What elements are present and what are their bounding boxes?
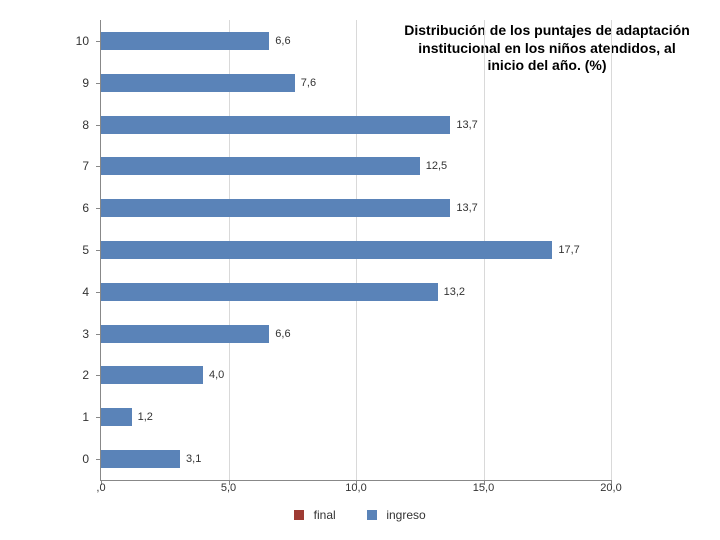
bar-value-label: 13,7 [450, 202, 477, 214]
x-tick-label: 20,0 [600, 482, 621, 494]
y-tick-label: 1 [82, 410, 101, 424]
bar-value-label: 13,2 [438, 286, 465, 298]
legend: final ingreso [0, 507, 720, 522]
bar-value-label: 3,1 [180, 453, 201, 465]
legend-label-final: final [314, 508, 336, 522]
bar-value-label: 6,6 [269, 328, 290, 340]
y-tick-label: 6 [82, 201, 101, 215]
bar-ingreso [101, 199, 450, 217]
bar-ingreso [101, 450, 180, 468]
bar-ingreso [101, 241, 552, 259]
y-tick-label: 4 [82, 285, 101, 299]
legend-swatch-ingreso [367, 510, 377, 520]
bar-ingreso [101, 408, 132, 426]
bar-ingreso [101, 325, 269, 343]
bar-value-label: 6,6 [269, 35, 290, 47]
bar-value-label: 4,0 [203, 369, 224, 381]
plot-area: ,05,010,015,020,003,111,224,036,6413,251… [100, 20, 611, 481]
y-tick-label: 10 [76, 34, 101, 48]
bar-ingreso [101, 116, 450, 134]
gridline [611, 20, 612, 480]
bar-ingreso [101, 32, 269, 50]
y-tick-label: 9 [82, 76, 101, 90]
bar-value-label: 7,6 [295, 77, 316, 89]
bar-value-label: 17,7 [552, 244, 579, 256]
y-tick-label: 0 [82, 452, 101, 466]
bar-value-label: 1,2 [132, 411, 153, 423]
y-tick-label: 8 [82, 118, 101, 132]
bar-ingreso [101, 366, 203, 384]
legend-label-ingreso: ingreso [386, 508, 425, 522]
y-tick-label: 5 [82, 243, 101, 257]
x-tick-label: 15,0 [473, 482, 494, 494]
bar-ingreso [101, 283, 438, 301]
bar-ingreso [101, 157, 420, 175]
y-tick-label: 3 [82, 327, 101, 341]
bar-value-label: 13,7 [450, 119, 477, 131]
x-tick-label: ,0 [96, 482, 105, 494]
x-tick-label: 10,0 [345, 482, 366, 494]
y-tick-label: 7 [82, 159, 101, 173]
bar-ingreso [101, 74, 295, 92]
y-tick-label: 2 [82, 368, 101, 382]
chart-container: Distribución de los puntajes de adaptaci… [0, 0, 720, 540]
x-tick-label: 5,0 [221, 482, 236, 494]
bar-value-label: 12,5 [420, 160, 447, 172]
legend-swatch-final [294, 510, 304, 520]
legend-item-ingreso: ingreso [367, 507, 426, 522]
legend-item-final: final [294, 507, 335, 522]
